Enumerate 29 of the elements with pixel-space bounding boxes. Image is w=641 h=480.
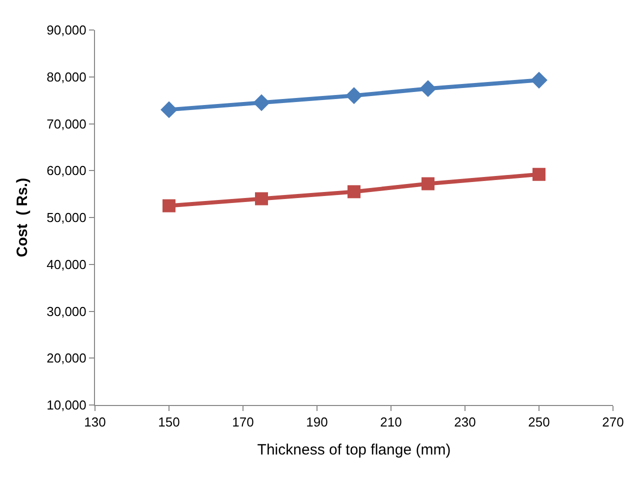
point [348,185,360,198]
x-tick-label: 230 [454,414,476,430]
x-axis-title: Thickness of top flange (mm) [257,442,451,459]
y-tick-label: 30,000 [46,304,86,319]
x-tick-label: 130 [84,414,106,430]
y-tick-label: 10,000 [46,398,86,413]
y-tick-label: 80,000 [46,69,86,84]
y-axis-title: Cost ( Rs.) [14,178,31,258]
y-tick-label: 70,000 [46,116,86,132]
point [422,177,434,190]
point [420,80,436,98]
x-tick-label: 270 [602,414,624,430]
point [253,94,270,112]
y-tick-label: 90,000 [46,22,86,38]
x-tick-label: 210 [380,414,402,430]
point [532,168,546,181]
x-tick-label: 250 [528,414,550,430]
y-tick-label: 40,000 [46,256,86,272]
point [530,72,548,89]
y-tick-label: 20,000 [46,350,86,366]
point [162,199,176,212]
x-tick-label: 190 [306,414,328,430]
x-tick-label: 150 [158,414,180,430]
y-tick-label: 50,000 [46,210,86,226]
point [160,101,178,118]
point [346,87,362,104]
point [255,192,268,206]
x-tick-label: 170 [232,414,254,430]
y-tick-label: 60,000 [46,163,86,178]
